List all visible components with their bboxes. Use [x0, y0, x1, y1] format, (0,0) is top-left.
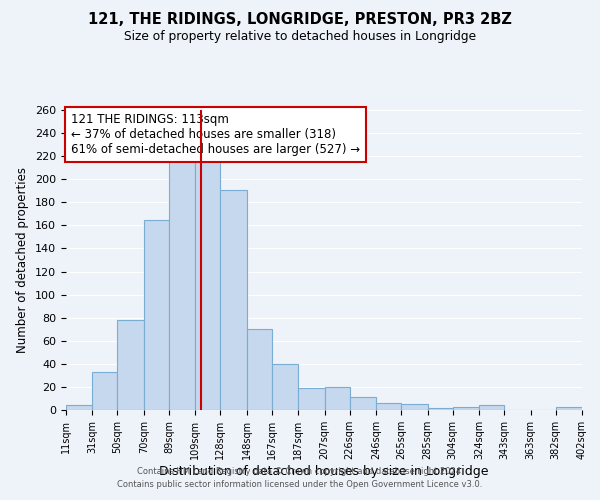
- Bar: [325, 387, 350, 410]
- Text: Size of property relative to detached houses in Longridge: Size of property relative to detached ho…: [124, 30, 476, 43]
- Text: Contains public sector information licensed under the Open Government Licence v3: Contains public sector information licen…: [118, 480, 482, 489]
- Bar: [376, 403, 401, 410]
- Bar: [428, 408, 452, 410]
- Bar: [452, 406, 479, 410]
- Y-axis label: Number of detached properties: Number of detached properties: [16, 167, 29, 353]
- Bar: [401, 404, 428, 410]
- Bar: [118, 320, 144, 410]
- Text: Contains HM Land Registry data © Crown copyright and database right 2024.: Contains HM Land Registry data © Crown c…: [137, 467, 463, 476]
- Bar: [66, 406, 92, 410]
- Bar: [272, 364, 298, 410]
- Bar: [196, 158, 220, 410]
- Bar: [220, 190, 247, 410]
- Text: 121 THE RIDINGS: 113sqm
← 37% of detached houses are smaller (318)
61% of semi-d: 121 THE RIDINGS: 113sqm ← 37% of detache…: [71, 113, 360, 156]
- Bar: [247, 329, 272, 410]
- Text: 121, THE RIDINGS, LONGRIDGE, PRESTON, PR3 2BZ: 121, THE RIDINGS, LONGRIDGE, PRESTON, PR…: [88, 12, 512, 28]
- Bar: [350, 398, 376, 410]
- Bar: [479, 406, 504, 410]
- Bar: [169, 156, 196, 410]
- Bar: [144, 220, 169, 410]
- Bar: [298, 388, 325, 410]
- Bar: [92, 372, 118, 410]
- X-axis label: Distribution of detached houses by size in Longridge: Distribution of detached houses by size …: [159, 464, 489, 477]
- Bar: [556, 406, 582, 410]
